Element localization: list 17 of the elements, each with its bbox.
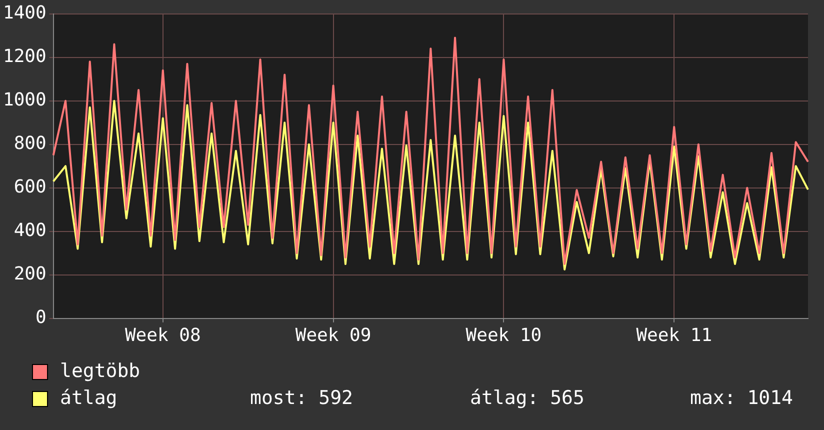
y-tick-label: 1000 [2, 90, 46, 110]
y-tick-label: 0 [36, 307, 46, 328]
y-tick-label: 600 [14, 176, 46, 198]
x-tick-label: Week 08 [124, 324, 201, 346]
y-tick-label: 1400 [2, 2, 46, 24]
x-tick-label: Week 09 [295, 324, 372, 346]
legend-label: átlag [60, 386, 118, 411]
x-tick-label: Week 10 [466, 324, 542, 346]
y-tick-label: 400 [14, 220, 46, 242]
text: átlag: 565 [470, 386, 586, 411]
legend-label: legtöbb [60, 359, 142, 384]
x-tick-label: Week 11 [636, 324, 712, 346]
y-tick-label: 1200 [2, 46, 46, 67]
y-tick-label: 200 [14, 264, 46, 285]
y-tick-label: 800 [14, 133, 46, 154]
text: most: 592 [250, 386, 354, 411]
text: max: 1014 [690, 386, 793, 411]
